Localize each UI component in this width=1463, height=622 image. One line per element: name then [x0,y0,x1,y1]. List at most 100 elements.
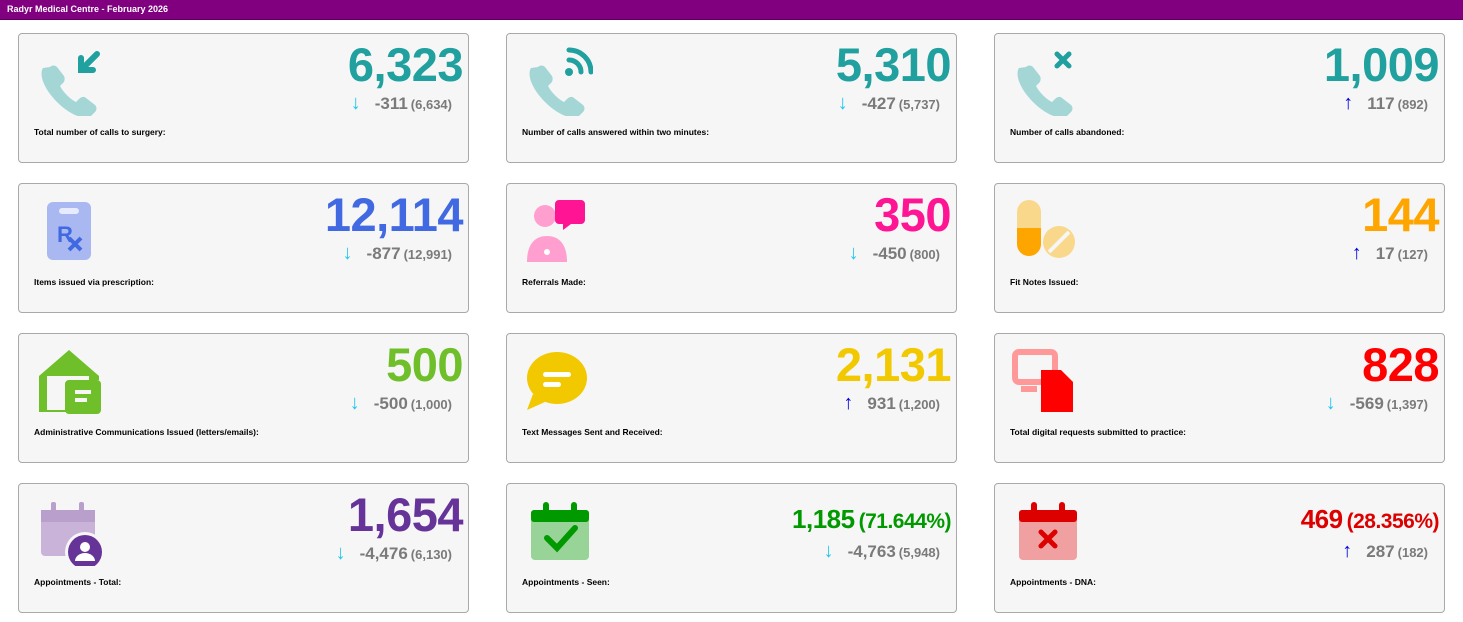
kpi-card: 350 ↓ -450 (800) Referrals Made: [506,183,957,313]
kpi-previous: (127) [1397,247,1428,262]
kpi-label: Referrals Made: [522,277,586,287]
arrow-up-icon: ↑ [1343,92,1354,114]
header-bar: Radyr Medical Centre - February 2026 [0,0,1463,20]
kpi-value: 469 [1300,504,1343,534]
kpi-previous: (5,948) [898,545,940,560]
kpi-delta: 117 [1367,94,1395,113]
kpi-value-row: 12,114 [324,187,464,242]
kpi-card: R 12,114 ↓ -877 (12,991) Items issued via … [18,183,469,313]
kpi-value-row: 1,009 [1323,37,1440,92]
kpi-label: Text Messages Sent and Received: [522,427,663,437]
kpi-previous: (800) [909,247,940,262]
kpi-label: Appointments - Total: [34,577,122,587]
kpi-previous: (5,737) [898,97,940,112]
kpi-delta-row: ↑ 931 (1,200) [843,392,940,415]
kpi-previous: (1,200) [898,397,940,412]
kpi-card: 1,654 ↓ -4,476 (6,130) Appointments - Tota… [18,483,469,613]
kpi-value-row: 500 [386,337,463,392]
kpi-value: 1,185 [792,504,855,534]
prescription-icon: R [47,202,91,260]
kpi-previous: (892) [1397,97,1428,112]
kpi-label: Total digital requests submitted to prac… [1010,427,1187,437]
kpi-delta: -427 [861,94,896,113]
arrow-up-icon: ↑ [1342,540,1353,562]
kpi-delta-row: ↑ 17 (127) [1352,242,1428,265]
kpi-label: Administrative Communications Issued (le… [34,427,259,437]
kpi-value: 1,654 [347,488,464,541]
page-title: Radyr Medical Centre - February 2026 [7,4,169,14]
kpi-label: Items issued via prescription: [34,277,154,287]
arrow-down-icon: ↓ [342,242,353,264]
calendar-check-icon [531,502,589,560]
kpi-label: Appointments - Seen: [522,577,610,587]
kpi-value: 6,323 [347,38,464,91]
phone-incoming-icon [41,51,100,116]
kpi-previous: (12,991) [403,247,452,262]
arrow-down-icon: ↓ [1325,392,1336,414]
kpi-value-row: 144 [1362,187,1439,242]
kpi-delta-row: ↓ -4,476 (6,130) [336,542,452,565]
kpi-card: 5,310 ↓ -427 (5,737) Number of calls answe… [506,33,957,163]
mail-house-icon [39,350,101,414]
kpi-delta-row: ↑ 287 (182) [1342,540,1428,563]
kpi-delta-row: ↓ -427 (5,737) [838,92,940,115]
arrow-down-icon: ↓ [349,392,360,414]
pills-icon [1017,200,1075,258]
kpi-label: Total number of calls to surgery: [34,127,166,137]
kpi-percent: (28.356%) [1346,510,1440,533]
kpi-percent: (71.644%) [858,510,952,533]
kpi-delta: 17 [1375,244,1395,263]
kpi-label: Appointments - DNA: [1010,577,1096,587]
kpi-card: 828 ↓ -569 (1,397) Total digital requests … [994,333,1445,463]
kpi-value: 828 [1362,338,1439,391]
kpi-previous: (182) [1397,545,1428,560]
kpi-value: 2,131 [835,338,952,391]
arrow-up-icon: ↑ [1351,242,1362,264]
svg-text:R: R [57,222,73,247]
kpi-value-row: 2,131 [835,337,952,392]
kpi-delta-row: ↑ 117 (892) [1343,92,1428,115]
kpi-delta: -569 [1349,394,1384,413]
kpi-label: Fit Notes Issued: [1010,277,1079,287]
kpi-card: 500 ↓ -500 (1,000) Administrative Communic… [18,333,469,463]
kpi-value-row: 350 [874,187,951,242]
kpi-delta-row: ↓ -4,763 (5,948) [824,540,940,563]
kpi-value-row: 5,310 [835,37,952,92]
phone-answered-icon [529,47,593,116]
digital-request-icon [1012,349,1073,412]
kpi-value-row: 6,323 [347,37,464,92]
arrow-down-icon: ↓ [823,540,834,562]
kpi-value: 144 [1362,188,1439,241]
kpi-value: 12,114 [324,188,464,241]
kpi-value: 1,009 [1323,38,1440,91]
kpi-value-row: 1,654 [347,487,464,542]
arrow-down-icon: ↓ [350,92,361,114]
kpi-card: 6,323 ↓ -311 (6,634) Total number of calls… [18,33,469,163]
arrow-up-icon: ↑ [843,392,854,414]
calendar-user-icon [41,502,105,566]
kpi-card: 1,009 ↑ 117 (892) Number of calls abandone… [994,33,1445,163]
kpi-value-row: 828 [1362,337,1439,392]
kpi-value: 5,310 [835,38,952,91]
kpi-delta: -4,763 [847,542,896,561]
kpi-previous: (1,000) [410,397,452,412]
kpi-previous: (1,397) [1386,397,1428,412]
kpi-delta-row: ↓ -311 (6,634) [351,92,452,115]
kpi-delta: 931 [867,394,896,413]
kpi-delta-row: ↓ -500 (1,000) [350,392,452,415]
kpi-previous: (6,634) [410,97,452,112]
kpi-delta: -311 [374,94,408,113]
kpi-delta-row: ↓ -450 (800) [849,242,940,265]
kpi-delta-row: ↓ -877 (12,991) [343,242,452,265]
kpi-card: 144 ↑ 17 (127) Fit Notes Issued: [994,183,1445,313]
referral-icon [527,200,585,262]
kpi-label: Number of calls abandoned: [1010,127,1125,137]
arrow-down-icon: ↓ [848,242,859,264]
kpi-previous: (6,130) [410,547,452,562]
kpi-delta: -450 [872,244,907,263]
arrow-down-icon: ↓ [837,92,848,114]
arrow-down-icon: ↓ [335,542,346,564]
kpi-delta: -4,476 [359,544,408,563]
kpi-label: Number of calls answered within two minu… [522,127,710,137]
kpi-delta: 287 [1366,542,1395,561]
